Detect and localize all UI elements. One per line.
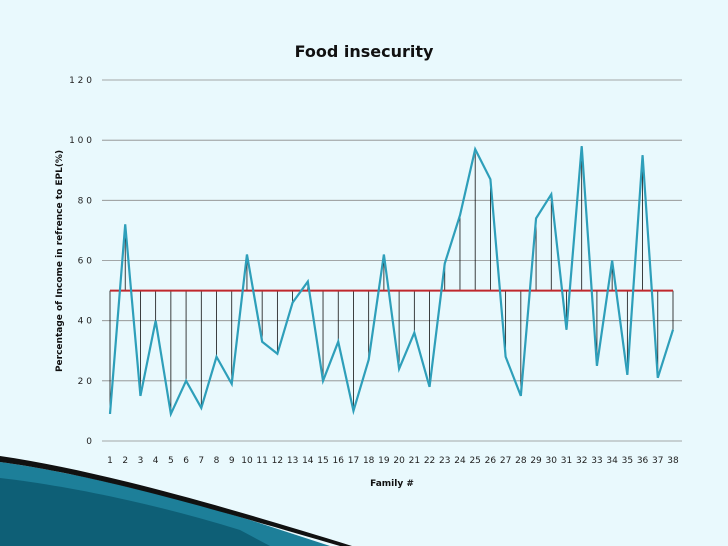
y-tick-label: 8 0 <box>78 196 93 206</box>
x-axis-ticks: 1 2 3 4 5 6 7 8 9 10 11 12 13 14 15 16 17 18 19 20 21 22 23 24 2… <box>107 456 679 466</box>
y-tick-label: 1 0 0 <box>69 136 92 146</box>
x-tick-label: 5 <box>168 456 174 466</box>
x-tick-label: 6 <box>183 456 189 466</box>
x-tick-label: 22 <box>424 456 435 466</box>
x-tick-label: 11 <box>256 456 267 466</box>
x-tick-label: 36 <box>637 456 649 466</box>
y-tick-label: 4 0 <box>78 317 93 327</box>
x-tick-label: 21 <box>409 456 420 466</box>
y-axis-ticks: 0 2 0 4 0 6 0 8 0 1 0 0 1 2 0 <box>69 76 92 447</box>
x-tick-label: 32 <box>576 456 587 466</box>
x-tick-label: 34 <box>606 456 618 466</box>
drop-lines <box>109 146 674 414</box>
x-tick-label: 3 <box>138 456 144 466</box>
x-tick-label: 28 <box>515 456 527 466</box>
series-line <box>108 145 675 418</box>
x-tick-label: 24 <box>454 456 466 466</box>
chart-title: Food insecurity <box>295 42 434 61</box>
x-tick-label: 15 <box>317 456 328 466</box>
x-tick-label: 4 <box>153 456 159 466</box>
x-tick-label: 12 <box>272 456 283 466</box>
x-tick-label: 35 <box>622 456 633 466</box>
x-tick-label: 16 <box>333 456 345 466</box>
x-tick-label: 17 <box>348 456 359 466</box>
x-tick-label: 26 <box>485 456 497 466</box>
x-tick-label: 19 <box>378 456 390 466</box>
x-tick-label: 29 <box>530 456 542 466</box>
x-tick-label: 9 <box>229 456 235 466</box>
x-tick-label: 18 <box>363 456 375 466</box>
y-tick-label: 6 0 <box>78 257 93 267</box>
x-tick-label: 25 <box>469 456 480 466</box>
x-tick-label: 37 <box>652 456 663 466</box>
decorative-wave <box>0 456 352 546</box>
x-tick-label: 7 <box>198 456 204 466</box>
x-tick-label: 33 <box>591 456 602 466</box>
x-tick-label: 31 <box>561 456 572 466</box>
y-axis-label: Percentage of Income in refrence to EPL(… <box>55 150 65 372</box>
x-tick-label: 13 <box>287 456 298 466</box>
x-tick-label: 38 <box>667 456 679 466</box>
x-tick-label: 1 <box>107 456 113 466</box>
x-tick-label: 10 <box>241 456 253 466</box>
x-tick-label: 14 <box>302 456 314 466</box>
y-tick-label: 2 0 <box>78 377 93 387</box>
x-tick-label: 20 <box>393 456 405 466</box>
x-tick-label: 2 <box>122 456 128 466</box>
x-tick-label: 30 <box>546 456 558 466</box>
y-tick-label: 1 2 0 <box>69 76 92 86</box>
x-tick-label: 23 <box>439 456 450 466</box>
x-tick-label: 8 <box>214 456 220 466</box>
x-tick-label: 27 <box>500 456 511 466</box>
y-tick-label: 0 <box>86 437 92 447</box>
x-axis-label: Family # <box>370 479 414 489</box>
